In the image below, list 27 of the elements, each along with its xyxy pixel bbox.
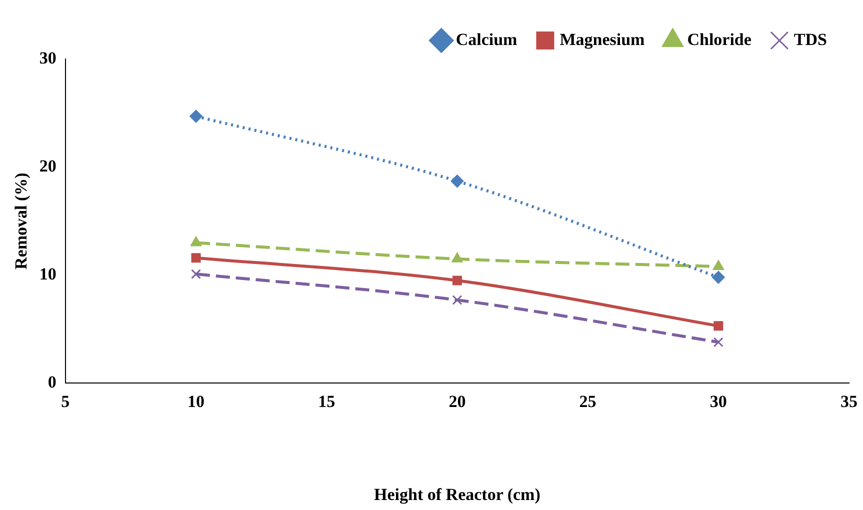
point bbox=[712, 270, 725, 284]
legend-label: Magnesium bbox=[560, 30, 645, 49]
point bbox=[714, 321, 724, 331]
x-axis-title: Height of Reactor (cm) bbox=[374, 485, 540, 504]
x-tick-label: 25 bbox=[579, 392, 596, 411]
point bbox=[190, 110, 202, 123]
x-tick-label: 30 bbox=[710, 392, 727, 411]
x-tick-label: 15 bbox=[318, 392, 336, 411]
legend-label: Calcium bbox=[456, 30, 518, 49]
x-tick-label: 5 bbox=[61, 392, 70, 411]
point bbox=[191, 269, 201, 280]
y-tick-label: 10 bbox=[39, 264, 56, 284]
point bbox=[452, 294, 462, 305]
x-tick-label: 10 bbox=[188, 392, 204, 411]
y-tick-label: 20 bbox=[39, 156, 56, 176]
x-tick-label: 20 bbox=[448, 392, 466, 411]
y-tick-label: 30 bbox=[39, 48, 56, 68]
point bbox=[450, 174, 464, 188]
point bbox=[713, 337, 724, 348]
y-tick-label: 0 bbox=[48, 372, 56, 392]
point bbox=[190, 236, 202, 246]
x-tick-label: 35 bbox=[840, 392, 858, 411]
legend-label: TDS bbox=[794, 30, 828, 49]
point bbox=[191, 253, 201, 263]
legend-label: Chloride bbox=[687, 30, 752, 49]
point bbox=[452, 276, 462, 286]
y-axis-title: Removal (%) bbox=[12, 172, 31, 270]
